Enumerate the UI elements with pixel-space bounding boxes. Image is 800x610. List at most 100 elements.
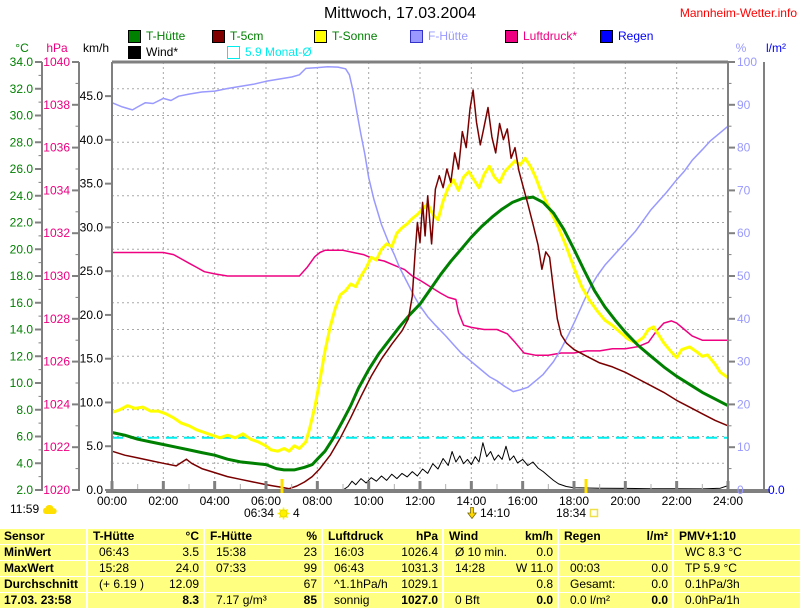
legend-label: F-Hütte [428, 29, 469, 43]
current-time-label: 11:59 [10, 502, 40, 516]
series-t-sonne [111, 156, 729, 453]
table-cell: 0.0 l/m² 0.0 [559, 593, 672, 608]
series-t-h-tte [111, 195, 729, 472]
table-text: 0.0 [651, 561, 668, 575]
table-cell: 06:43 3.5 [88, 545, 203, 560]
svg-text:100: 100 [737, 55, 757, 69]
table-text: MinWert [4, 545, 52, 559]
table-text: 0.1hPa/3h [685, 577, 740, 591]
svg-text:1030: 1030 [43, 269, 70, 283]
legend-swatch-icon [128, 45, 141, 59]
table-cell: 07:33 99 [205, 561, 321, 576]
svg-text:12:00: 12:00 [405, 494, 435, 508]
site-link[interactable]: Mannheim-Wetter.info [679, 6, 797, 20]
legend-item-luftdruck-: Luftdruck* [505, 29, 577, 43]
svg-text:06:00: 06:00 [251, 494, 281, 508]
svg-text:8.0: 8.0 [16, 403, 33, 417]
table-cell: 0.8 [444, 577, 557, 592]
svg-text:40: 40 [737, 312, 751, 326]
table-cell: TP 5.9 °C [674, 561, 800, 576]
table-text: % [306, 529, 317, 543]
table-text: 0.8 [536, 577, 553, 591]
legend-swatch-icon [410, 29, 423, 43]
svg-text:0: 0 [737, 483, 744, 497]
table-text: ^1.1hPa/h [334, 577, 388, 591]
svg-text:08:00: 08:00 [302, 494, 332, 508]
svg-text:5.0: 5.0 [86, 439, 103, 453]
svg-text:60: 60 [737, 226, 751, 240]
svg-text:l/m²: l/m² [766, 41, 786, 55]
table-text: F-Hütte [210, 529, 252, 543]
current-time-marker: 11:59 [10, 502, 61, 516]
svg-text:45.0: 45.0 [80, 89, 104, 103]
sunset-square-icon [589, 508, 599, 518]
table-cell: 0.0hPa/1h [674, 593, 800, 608]
svg-text:1022: 1022 [43, 440, 70, 454]
table-cell: 06:43 1031.3 [323, 561, 442, 576]
series-luftdruck [112, 249, 728, 356]
legend-swatch-icon [212, 29, 225, 43]
cloud-icon [43, 504, 57, 514]
svg-text:32.0: 32.0 [10, 82, 34, 96]
pressure-axis: 1020 1022 1024 1026 1028 1030 1032 1034 1036 1038… [43, 55, 80, 497]
table-text: Luftdruck [328, 529, 384, 543]
table-text: T-Hütte [93, 529, 135, 543]
svg-text:50: 50 [737, 269, 751, 283]
legend-swatch-icon [314, 29, 327, 43]
humidity-axis: 0 10 20 30 40 50 60 70 80 90 100 [728, 55, 757, 497]
svg-text:1032: 1032 [43, 226, 70, 240]
table-text: 06:43 [99, 545, 130, 559]
svg-text:22:00: 22:00 [662, 494, 692, 508]
legend-label: Luftdruck* [523, 29, 578, 43]
legend-item-f-h-tte: F-Hütte [410, 29, 468, 43]
svg-text:24.0: 24.0 [10, 189, 34, 203]
table-text: (+ 6.19 ) [99, 577, 145, 591]
table-text: 1027.0 [401, 593, 438, 607]
table-text: 67 [303, 577, 317, 591]
table-cell: 15:28 24.0 [88, 561, 203, 576]
summary-table: Sensor T-Hütte °C F-Hütte% Luftdruck hPa Wind k… [0, 529, 800, 610]
axis-unit-labels: °C hPa km/h% l/m² [15, 41, 786, 55]
table-text: 3.5 [182, 545, 199, 559]
table-cell: 16:03 1026.4 [323, 545, 442, 560]
sunrise-sun-icon [277, 507, 290, 519]
table-text: MaxWert [4, 561, 54, 575]
table-header-cell: Luftdruck hPa [323, 529, 442, 544]
svg-text:10.0: 10.0 [80, 395, 104, 409]
table-text: km/h [524, 529, 553, 543]
page-title: Mittwoch, 17.03.2004 [323, 5, 477, 22]
svg-text:70: 70 [737, 183, 751, 197]
table-row-label: 17.03. 23:58 [0, 593, 86, 608]
svg-text:0.0: 0.0 [768, 483, 785, 497]
table-text: Wind [449, 529, 479, 543]
table-text: 1026.4 [401, 545, 438, 559]
table-cell: 00:03 0.0 [559, 561, 672, 576]
sunset-time-label: 18:34 [556, 506, 587, 520]
table-header-cell: Regen l/m² [559, 529, 672, 544]
legend-item-t-h-tte: T-Hütte [128, 29, 185, 43]
table-text: Sensor [4, 529, 45, 543]
legend-item-regen: Regen [600, 29, 653, 43]
table-header-cell: PMV+1:10 [674, 529, 800, 544]
legend-swatch-icon [505, 29, 518, 43]
table-cell: Ø 10 min. 0.0 [444, 545, 557, 560]
table-row-label: Sensor [0, 529, 86, 544]
table-text: PMV+1:10 [679, 529, 737, 543]
table-row-label: MaxWert [0, 561, 86, 576]
series-f-h-tte [111, 65, 729, 393]
svg-text:15.0: 15.0 [80, 352, 104, 366]
x-axis: 00:00 02:00 04:00 06:00 08:00 10:00 12:00 14:00… [97, 479, 770, 508]
svg-text:4.0: 4.0 [16, 456, 33, 470]
sunrise-extra-label: 4 [293, 506, 300, 520]
svg-text:10:00: 10:00 [354, 494, 384, 508]
wind-arrow-icon [467, 507, 477, 519]
legend-item-wind-: Wind* [128, 45, 178, 59]
table-cell: 0.1hPa/3h [674, 577, 800, 592]
table-header-cell: Wind km/h [444, 529, 557, 544]
table-cell: 15:38 23 [205, 545, 321, 560]
table-text: 0.0hPa/1h [685, 593, 740, 607]
series-t-5cm [111, 89, 729, 490]
legend-swatch-icon [128, 29, 141, 43]
